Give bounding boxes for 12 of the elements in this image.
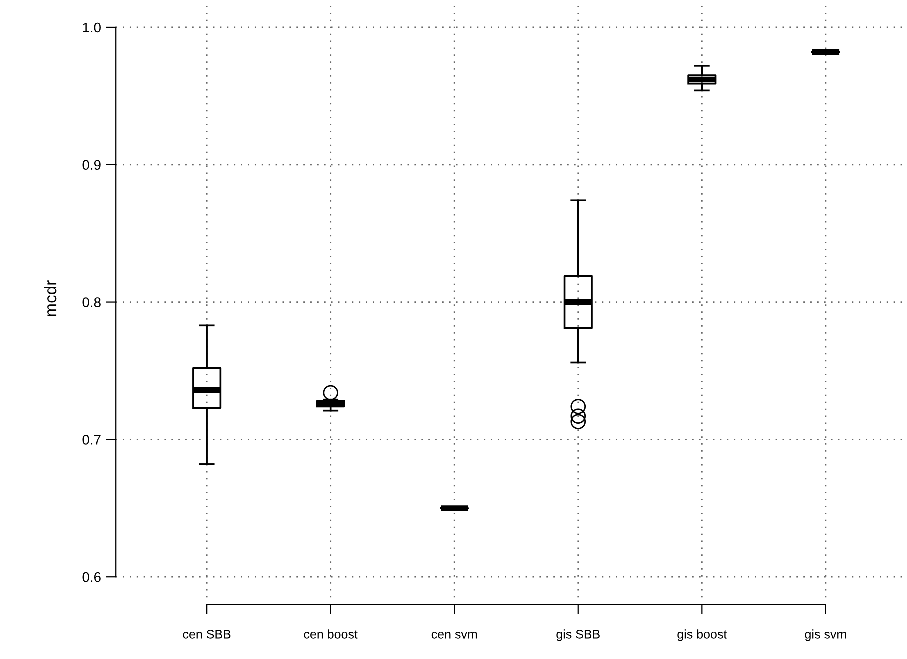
x-tick-label: cen svm [432,632,478,639]
x-tick-label: gis boost [678,630,728,642]
y-tick-label: 0.7 [82,435,101,445]
x-tick-label: gis svm [805,630,846,642]
y-tick-label: 1.0 [83,22,101,33]
y-tick-label: 0.9 [82,160,101,170]
y-tick-label: 0.6 [82,572,101,582]
x-tick-label: cen boost [304,630,358,639]
y-tick-label: 0.8 [82,298,101,308]
x-tick-label: gis SBB [556,630,600,642]
y-axis-title: mcdr [44,280,57,316]
x-tick-label: cen SBB [183,630,231,639]
